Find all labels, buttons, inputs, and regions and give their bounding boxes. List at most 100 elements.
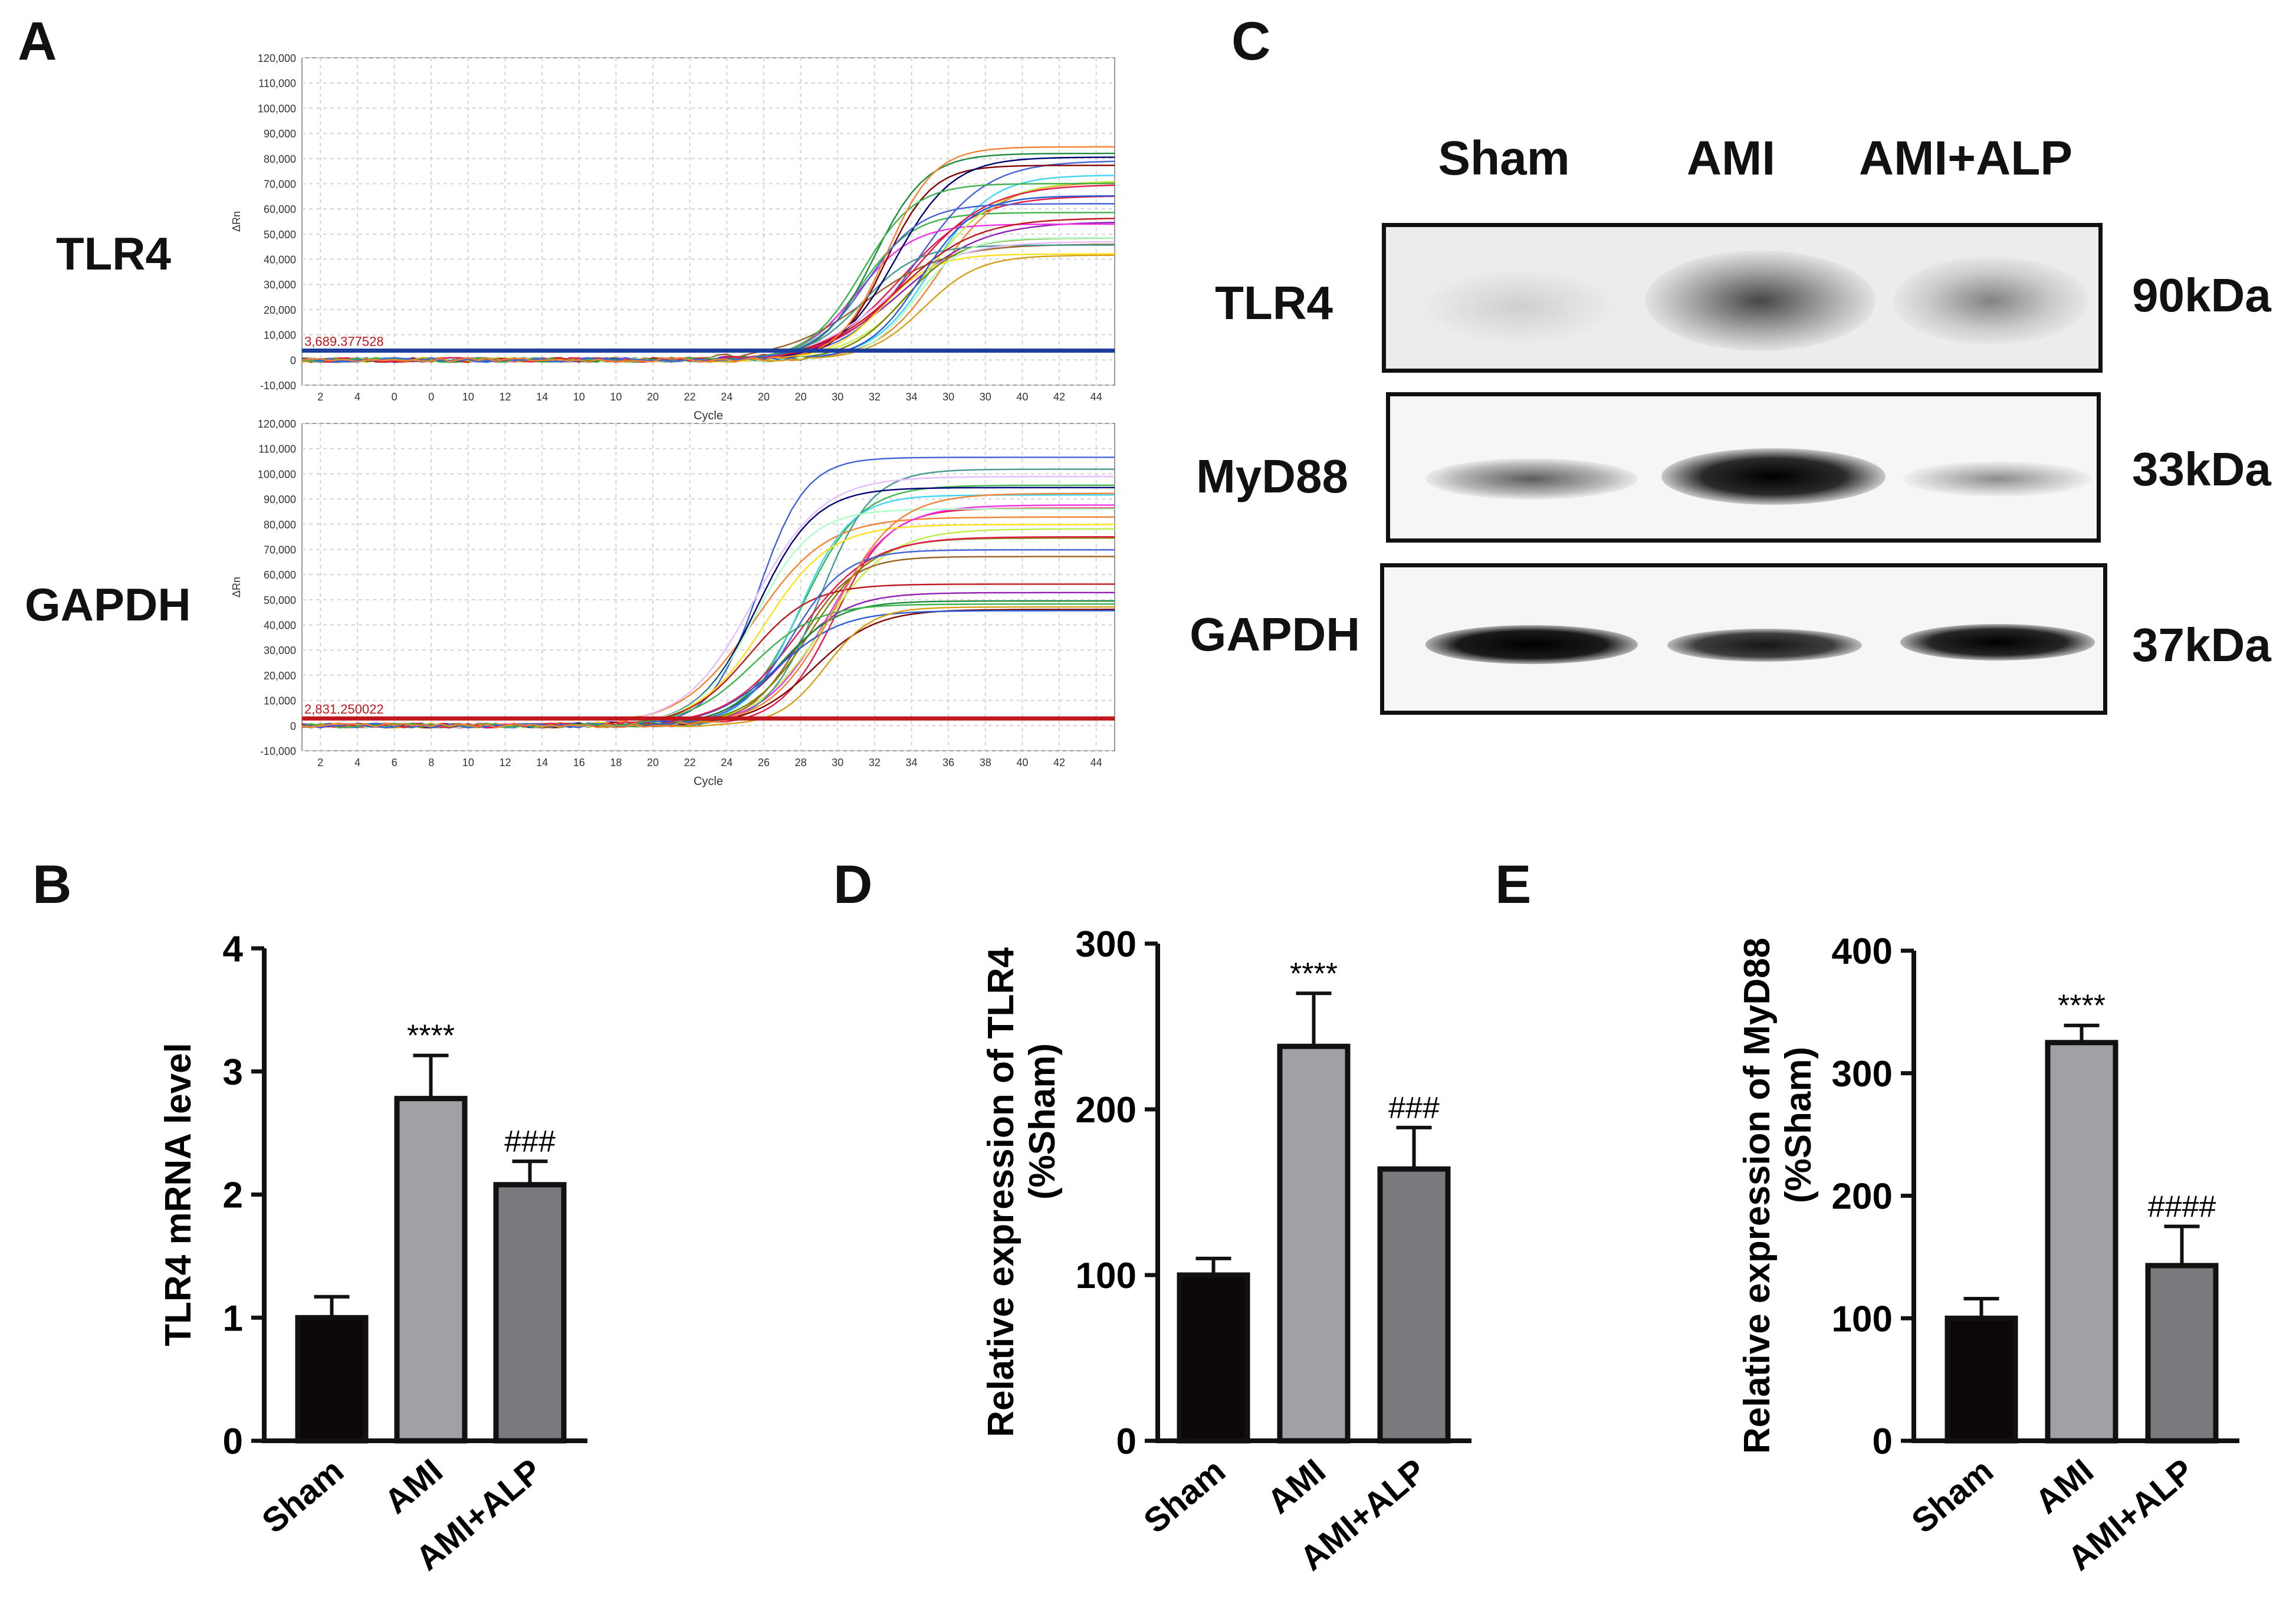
amplification-curve — [301, 253, 1115, 363]
x-tick-label: 20 — [647, 391, 659, 403]
y-tick-label: 40,000 — [264, 620, 296, 632]
bar-chart-e: 0 100 200 300 400 Relative expression of MyD8… — [1737, 931, 2239, 1578]
band-myd88-ami-alp — [1903, 461, 2092, 497]
band-gapdh-ami-alp — [1900, 624, 2095, 661]
y-axis-title: Relative expression of MyD88 — [1737, 938, 1778, 1454]
y-tick-label: 120,000 — [258, 52, 296, 64]
amplification-curve — [301, 504, 1115, 729]
bar-ami — [1277, 1043, 1351, 1444]
amplification-curve — [301, 468, 1115, 729]
bar-ami-alp — [2145, 1263, 2219, 1444]
x-tick-label: 8 — [428, 757, 434, 768]
y-tick-label: 60,000 — [264, 203, 296, 215]
y-axis-title: Relative expression of TLR4 — [981, 947, 1021, 1437]
x-tick-label: 20 — [795, 391, 807, 403]
y-tick-label: 100 — [1076, 1256, 1136, 1296]
x-tick-label: 26 — [758, 757, 770, 768]
threshold-label: 2,831.250022 — [304, 702, 384, 717]
x-tick-label: 40 — [1016, 757, 1028, 768]
y-tick-label: 20,000 — [264, 670, 296, 682]
y-tick-label: 90,000 — [264, 128, 296, 140]
amplification-curve — [301, 549, 1115, 729]
y-tick-label: 10,000 — [264, 330, 296, 341]
y-tick-label: 400 — [1832, 931, 1893, 972]
amplification-curve — [301, 183, 1115, 363]
bar-ami-alp — [1377, 1166, 1451, 1444]
amplification-curve — [301, 508, 1115, 729]
y-axis-subtitle: (%Sham) — [1022, 1043, 1063, 1200]
amplification-curve — [301, 195, 1115, 363]
y-tick-label: 10,000 — [264, 695, 296, 707]
significance-label: #### — [2148, 1190, 2216, 1224]
y-tick-label: 300 — [1076, 924, 1136, 965]
amplification-curve — [301, 592, 1115, 729]
y-tick-label: 20,000 — [264, 304, 296, 316]
significance-label: **** — [407, 1019, 455, 1053]
y-tick-label: 200 — [1832, 1177, 1893, 1217]
y-tick-label: 120,000 — [258, 418, 296, 430]
amplification-curve — [301, 583, 1115, 728]
amplification-curve — [301, 492, 1115, 729]
y-tick-label: 300 — [1832, 1054, 1893, 1095]
x-tick-label: AMI+ALP — [409, 1451, 549, 1578]
x-tick-label: 2 — [317, 391, 323, 403]
amplification-curve — [301, 507, 1115, 729]
x-axis-title: Cycle — [694, 775, 723, 788]
y-tick-label: 0 — [1116, 1421, 1136, 1462]
plot-area — [301, 57, 1115, 386]
bar-sham — [1177, 1272, 1250, 1444]
amplification-curve — [301, 195, 1115, 363]
x-tick-label: 20 — [647, 757, 659, 768]
x-tick-label: 42 — [1053, 391, 1065, 403]
amplification-curve — [301, 475, 1115, 729]
plot-area — [301, 423, 1115, 751]
amplification-curve — [301, 254, 1115, 363]
amplification-curve — [301, 165, 1115, 363]
x-tick-label: 4 — [354, 757, 360, 768]
y-tick-label: 80,000 — [264, 153, 296, 165]
band-myd88-ami — [1661, 448, 1886, 505]
y-axis-title: ΔRn — [231, 577, 242, 597]
y-tick-label: 0 — [290, 354, 296, 366]
amplification-curve — [301, 175, 1115, 363]
y-tick-label: 0 — [1873, 1421, 1893, 1462]
y-tick-label: 50,000 — [264, 229, 296, 241]
band-gapdh-sham — [1425, 625, 1638, 664]
bar-chart-b: 0 1 2 3 4 TLR4 mRNA level Sham **** AMI ### AMI+AL… — [158, 929, 587, 1578]
y-tick-label: 200 — [1076, 1090, 1136, 1131]
y-tick-label: -10,000 — [260, 380, 296, 392]
y-tick-label: 80,000 — [264, 519, 296, 531]
x-tick-label: AMI — [377, 1451, 450, 1521]
x-tick-label: 22 — [684, 391, 696, 403]
x-tick-label: 20 — [758, 391, 770, 403]
x-axis-title: Cycle — [694, 409, 723, 422]
y-tick-label: 4 — [223, 929, 244, 970]
x-tick-label: 0 — [392, 391, 398, 403]
x-tick-label: 38 — [980, 757, 991, 768]
y-tick-label: 40,000 — [264, 254, 296, 266]
amplification-curve — [301, 537, 1115, 729]
x-tick-label: 30 — [980, 391, 991, 403]
y-tick-label: 100 — [1832, 1299, 1893, 1339]
blot-lane-sham: Sham — [1438, 132, 1570, 185]
threshold-label: 3,689.377528 — [304, 334, 384, 349]
amplification-curve — [301, 237, 1115, 363]
x-tick-label: 34 — [905, 757, 917, 768]
x-tick-label: 28 — [795, 757, 807, 768]
y-axis-title: TLR4 mRNA level — [158, 1043, 199, 1346]
x-tick-label: 10 — [610, 391, 622, 403]
x-tick-label: 42 — [1053, 757, 1065, 768]
tlr4-amplification-plot: 120,000 110,000 100,000 90,000 80,000 70,000 6… — [231, 52, 1115, 422]
y-tick-label: 0 — [290, 720, 296, 732]
x-tick-label: 12 — [499, 757, 511, 768]
significance-label: ### — [1388, 1091, 1440, 1125]
amplification-curve — [301, 212, 1115, 363]
amplification-curve — [301, 609, 1115, 729]
x-tick-label: 0 — [428, 391, 434, 403]
x-tick-label: 30 — [832, 391, 843, 403]
amplification-curve — [301, 218, 1115, 363]
x-tick-label: 10 — [462, 757, 474, 768]
amplification-curve — [301, 606, 1115, 729]
x-tick-label: 36 — [942, 757, 954, 768]
x-tick-label: Sham — [1904, 1451, 2001, 1540]
